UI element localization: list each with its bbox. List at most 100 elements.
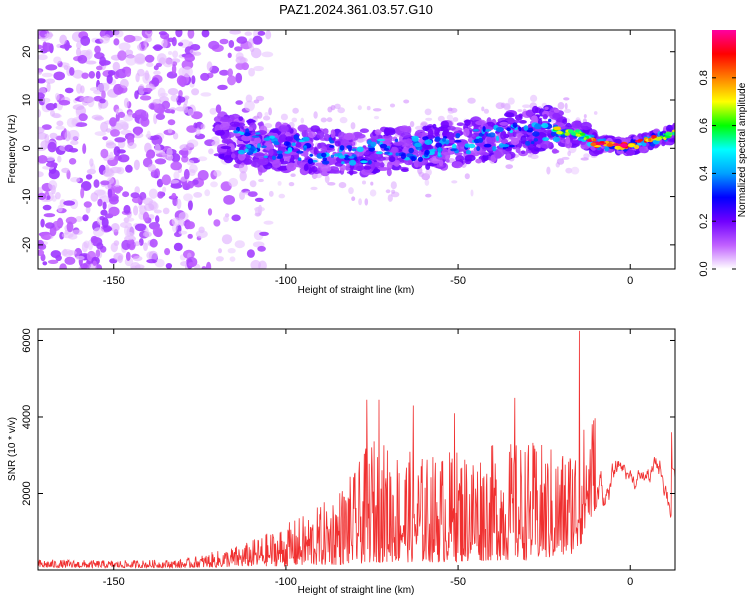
- heatmap-cell: [502, 146, 507, 150]
- heatmap-cell: [483, 108, 489, 114]
- heatmap-cell: [38, 69, 43, 75]
- heatmap-cell: [571, 120, 582, 129]
- heatmap-cell: [47, 259, 59, 264]
- heatmap-cell: [54, 92, 60, 101]
- heatmap-cell: [385, 189, 391, 194]
- heatmap-cell: [392, 141, 405, 146]
- heatmap-cell: [606, 143, 614, 147]
- heatmap-cell: [413, 159, 420, 168]
- heatmap-x-axis-label: Height of straight line (km): [298, 285, 415, 296]
- heatmap-cell: [620, 143, 628, 148]
- heatmap-cell: [307, 130, 317, 138]
- heatmap-cell: [99, 56, 107, 67]
- heatmap-cell: [614, 145, 622, 150]
- heatmap-cell: [171, 192, 177, 199]
- heatmap-cell: [105, 128, 112, 133]
- heatmap-cell: [40, 218, 45, 228]
- snr-panel: -150 -100 -50 0 2000 4000 6000 Height of stra…: [7, 328, 676, 596]
- heatmap-cell: [376, 156, 386, 161]
- colorbar-tick-label: 0.6: [698, 118, 710, 133]
- heatmap-cell: [568, 129, 574, 134]
- heatmap-cell: [56, 120, 64, 127]
- heatmap-cell: [291, 142, 296, 147]
- heatmap-cell: [197, 170, 209, 181]
- heatmap-cell: [45, 64, 58, 71]
- heatmap-cell: [247, 191, 258, 198]
- heatmap-cell: [154, 158, 167, 165]
- heatmap-cell: [38, 78, 46, 84]
- heatmap-cell: [243, 132, 251, 137]
- heatmap-cell: [251, 135, 260, 138]
- heatmap-cell: [424, 139, 433, 145]
- heatmap-cell: [223, 195, 236, 205]
- snr-x-axis-label: Height of straight line (km): [298, 585, 415, 596]
- heatmap-cell: [183, 193, 193, 202]
- heatmap-cell: [498, 143, 505, 148]
- heatmap-cell: [162, 58, 174, 68]
- heatmap-cell: [46, 195, 51, 201]
- heatmap-cell: [255, 95, 265, 101]
- heatmap-cell: [42, 204, 52, 211]
- heatmap-cell: [118, 42, 131, 51]
- heatmap-cell: [452, 161, 463, 169]
- heatmap-cell: [263, 220, 274, 225]
- heatmap-cell: [234, 240, 245, 249]
- heatmap-cell: [72, 104, 85, 111]
- heatmap-cell: [495, 102, 505, 110]
- heatmap-cell: [183, 168, 190, 180]
- heatmap-cell: [463, 127, 470, 137]
- heatmap-cell: [302, 136, 310, 142]
- heatmap-cell: [238, 116, 244, 122]
- heatmap-cell: [58, 99, 71, 106]
- heatmap-cell: [96, 189, 107, 199]
- heatmap-cell: [265, 30, 272, 40]
- heatmap-cell: [193, 192, 203, 198]
- heatmap-cell: [297, 157, 302, 161]
- heatmap-cell: [384, 151, 390, 155]
- snr-y-tick-label: 2000: [21, 481, 33, 505]
- heatmap-cell: [127, 111, 133, 118]
- heatmap-y-tick-label: -10: [21, 189, 33, 205]
- heatmap-cell: [665, 132, 672, 136]
- heatmap-cell: [296, 150, 304, 154]
- heatmap-cell: [167, 88, 179, 96]
- heatmap-cell: [153, 70, 161, 76]
- heatmap-cell: [92, 260, 97, 267]
- heatmap-x-tick-label: -150: [103, 275, 125, 287]
- heatmap-cell: [110, 242, 119, 253]
- heatmap-cell: [61, 232, 74, 239]
- heatmap-cell: [334, 103, 341, 110]
- heatmap-cell: [101, 90, 106, 100]
- heatmap-cell: [113, 38, 120, 46]
- heatmap-cell: [99, 36, 110, 44]
- heatmap-cell: [434, 136, 441, 142]
- heatmap-cell: [200, 92, 212, 97]
- heatmap-cell: [359, 128, 369, 133]
- heatmap-cell: [341, 161, 345, 165]
- heatmap-cell: [55, 125, 65, 130]
- heatmap-cell: [544, 106, 549, 111]
- heatmap-cell: [132, 255, 143, 262]
- heatmap-cell: [330, 154, 335, 158]
- heatmap-cell: [271, 129, 279, 133]
- heatmap-cell: [152, 98, 162, 105]
- heatmap-cell: [186, 139, 199, 148]
- heatmap-cell: [303, 163, 309, 172]
- heatmap-cell: [370, 181, 374, 186]
- heatmap-cell: [257, 143, 261, 149]
- heatmap-cell: [79, 96, 90, 103]
- heatmap-cell: [218, 248, 222, 254]
- heatmap-cell: [134, 186, 140, 195]
- heatmap-cell: [75, 107, 81, 118]
- heatmap-cell: [272, 159, 282, 168]
- heatmap-cell: [53, 71, 65, 81]
- heatmap-cell: [90, 235, 99, 244]
- heatmap-cell: [334, 140, 341, 147]
- heatmap-cell: [41, 97, 51, 103]
- colorbar-tick-label: 0.4: [698, 166, 710, 181]
- heatmap-cell: [229, 30, 242, 35]
- heatmap-cell: [475, 158, 483, 164]
- heatmap-cell: [472, 129, 480, 132]
- heatmap-cell: [143, 203, 155, 211]
- heatmap-cell: [75, 122, 88, 127]
